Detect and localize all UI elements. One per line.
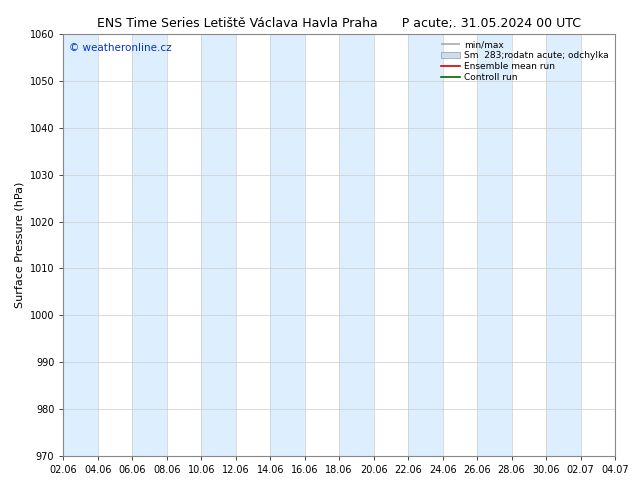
Bar: [202, 34, 236, 456]
Bar: [63, 34, 98, 456]
Text: © weatheronline.cz: © weatheronline.cz: [69, 43, 172, 53]
Bar: [546, 34, 581, 456]
Bar: [408, 34, 443, 456]
Bar: [339, 34, 373, 456]
Bar: [270, 34, 305, 456]
Title: ENS Time Series Letiště Václava Havla Praha      P acute;. 31.05.2024 00 UTC: ENS Time Series Letiště Václava Havla Pr…: [97, 17, 581, 30]
Bar: [133, 34, 167, 456]
Legend: min/max, Sm  283;rodatn acute; odchylka, Ensemble mean run, Controll run: min/max, Sm 283;rodatn acute; odchylka, …: [439, 39, 611, 84]
Bar: [477, 34, 512, 456]
Y-axis label: Surface Pressure (hPa): Surface Pressure (hPa): [14, 182, 24, 308]
